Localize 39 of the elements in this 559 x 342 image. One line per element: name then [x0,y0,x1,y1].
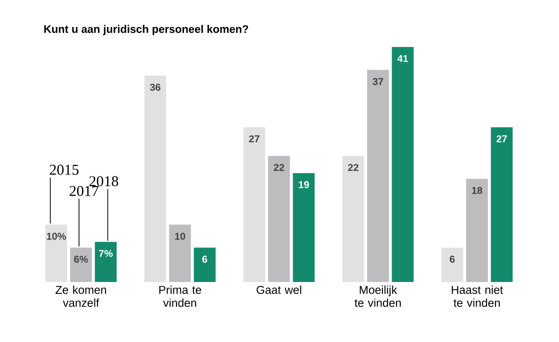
bar [70,248,92,282]
text: 2018 [89,176,118,186]
data-label: 18 [472,186,482,194]
text: 2015 [50,164,79,175]
bar [292,173,315,282]
chart-title: Kunt u aan juridisch personeel komen? [44,24,248,36]
x-tick-label: Prima te vinden [159,286,202,307]
x-tick-label: Haast niet te vinden [452,286,504,307]
bar [342,156,364,282]
data-label: 6 [202,256,208,263]
x-tick-label: Gaat wel [256,286,302,294]
data-label: 27 [249,135,260,142]
text: 2017 [70,186,98,196]
bar [94,242,117,282]
data-label: 10% [46,232,66,240]
data-label: 27 [496,135,507,142]
data-label: 41 [397,55,408,62]
data-label: 10 [175,232,186,240]
data-label: 7% [98,250,113,257]
data-label: 19 [298,181,309,188]
bar [194,248,216,282]
data-label: 36 [150,84,160,91]
bar [466,178,488,282]
bar [144,76,166,282]
bar [392,47,414,282]
bar [243,127,266,282]
data-label: 22 [274,164,284,171]
data-label: 6% [74,256,88,263]
x-tick-label: Moeilijk te vinden [354,286,401,307]
bar [169,224,191,282]
data-label: 6 [450,256,455,263]
bar [441,248,464,282]
data-label: 37 [372,78,384,86]
bar [45,224,68,282]
data-label: 22 [348,164,358,171]
bar [367,70,389,282]
bar [490,127,513,282]
x-tick-label: Ze komen vanzelf [56,286,106,307]
bar [268,156,290,282]
